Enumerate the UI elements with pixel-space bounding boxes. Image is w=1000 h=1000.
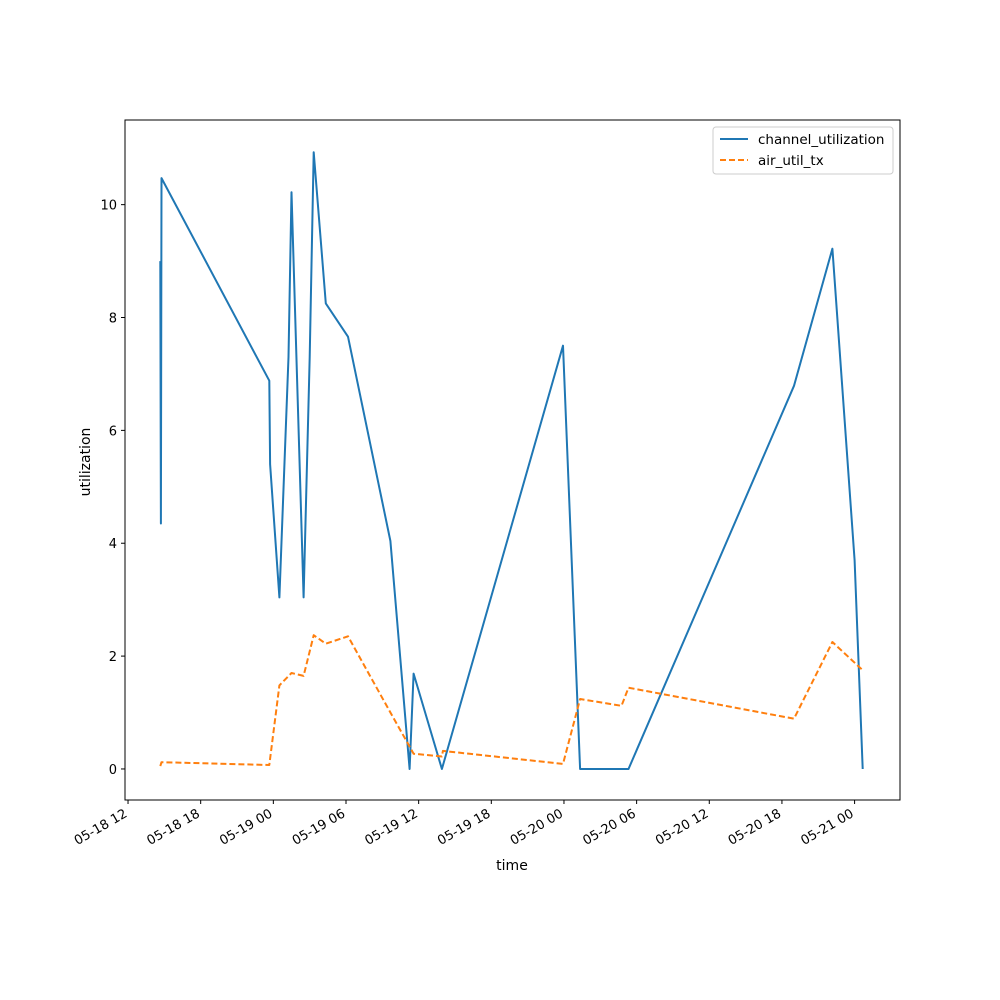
plot-area <box>125 120 900 800</box>
series-line-channel-utilization <box>159 151 864 770</box>
y-tick-label: 10 <box>100 199 117 214</box>
x-axis-label: time <box>496 858 528 874</box>
y-axis-label: utilization <box>78 428 94 497</box>
y-axis: 0 2 4 6 8 10 <box>100 199 125 778</box>
legend-label-air-util-tx: air_util_tx <box>758 153 824 169</box>
y-tick-label: 6 <box>109 424 117 439</box>
plot-frame <box>124 119 901 801</box>
y-tick-label: 4 <box>109 537 117 552</box>
legend-box <box>712 126 894 175</box>
series-layer <box>159 151 864 770</box>
y-tick-label: 8 <box>109 312 117 327</box>
legend: channel_utilization air_util_tx <box>712 126 894 175</box>
series-line-air-util-tx <box>159 634 864 767</box>
y-tick-label: 0 <box>109 763 117 778</box>
y-tick-label: 2 <box>109 650 117 665</box>
legend-label-channel-utilization: channel_utilization <box>758 132 885 148</box>
